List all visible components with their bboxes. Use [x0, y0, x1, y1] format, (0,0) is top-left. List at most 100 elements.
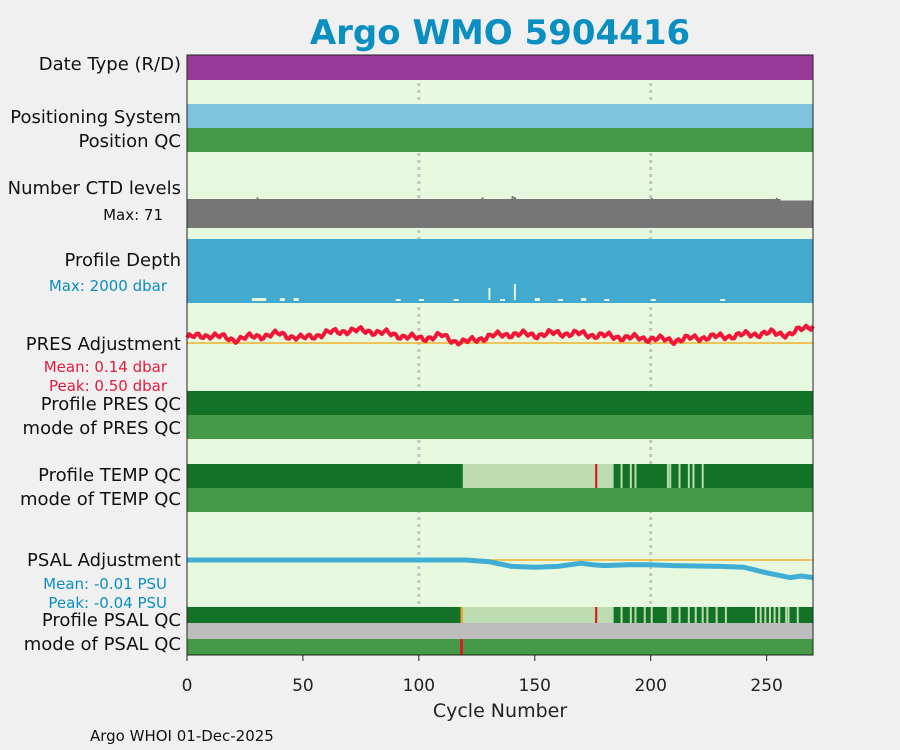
- x-tick-label: 150: [519, 676, 551, 696]
- depth-shallow-profile: [513, 284, 516, 300]
- qc-flag-tick: [643, 607, 646, 623]
- qc-flag-tick: [620, 607, 623, 623]
- qc-flag-tick: [755, 607, 758, 623]
- depth-notch: [261, 298, 267, 301]
- label-depth: Profile Depth: [64, 250, 181, 271]
- profile-depth-area: [187, 239, 813, 303]
- depth-band: [187, 239, 813, 300]
- ctd-level-dip: [780, 199, 813, 201]
- ctd-level-spike: [511, 196, 514, 199]
- qc-flag-tick: [764, 607, 767, 623]
- qc-flag-tick: [629, 464, 632, 488]
- qc-flag-tick: [778, 607, 781, 623]
- x-tick-label: 250: [750, 676, 782, 696]
- label-position-qc: Position QC: [78, 131, 181, 152]
- depth-notch: [604, 299, 610, 301]
- depth-notch: [500, 299, 505, 301]
- label-ctd-max: Max: 71: [103, 206, 163, 224]
- ctd-level-spike: [256, 197, 259, 199]
- depth-notch: [650, 299, 656, 301]
- qc-segment-light: [597, 464, 614, 488]
- depth-notch: [720, 299, 726, 301]
- qc-flag-tick: [634, 607, 637, 623]
- qc-flag-tick: [666, 607, 669, 623]
- qc-flag-tick: [678, 464, 681, 488]
- qc-flag-tick: [701, 607, 704, 623]
- x-axis-ticks: 0 50 100 150 200 250: [182, 655, 783, 696]
- depth-band-edge: [187, 300, 813, 303]
- label-pres-mode: mode of PRES QC: [23, 418, 181, 439]
- qc-flag-tick: [650, 607, 653, 623]
- depth-notch: [557, 299, 563, 301]
- date-type-band: [187, 55, 813, 80]
- qc-segment-dark: [187, 464, 463, 488]
- qc-flag-tick: [634, 464, 637, 488]
- qc-flag-tick: [629, 607, 632, 623]
- label-depth-max: Max: 2000 dbar: [49, 277, 168, 295]
- label-pres-peak: Peak: 0.50 dbar: [49, 377, 168, 395]
- ctd-level-spike: [513, 197, 516, 199]
- qc-flag-tick: [706, 607, 709, 623]
- qc-segment-red: [595, 464, 598, 488]
- qc-segment-light: [462, 464, 596, 488]
- qc-flag-tick: [669, 607, 672, 623]
- qc-flag-tick: [687, 464, 690, 488]
- qc-flag-tick: [687, 607, 690, 623]
- temp-mode-band: [187, 488, 813, 512]
- label-pres-adj: PRES Adjustment: [26, 334, 181, 355]
- qc-flag-tick: [768, 607, 771, 623]
- label-psal-mean: Mean: -0.01 PSU: [43, 575, 167, 593]
- psal-gray-band: [187, 623, 813, 639]
- qc-flag-tick: [694, 607, 697, 623]
- positioning-band: [187, 104, 813, 128]
- footer-credit: Argo WHOI 01-Dec-2025: [90, 727, 274, 745]
- label-pres-qc: Profile PRES QC: [41, 394, 181, 415]
- pres-adjustment-line: [185, 323, 815, 347]
- label-date-type: Date Type (R/D): [39, 54, 181, 75]
- qc-flag-tick: [796, 607, 799, 623]
- qc-flag-tick: [787, 607, 790, 623]
- qc-flag-tick: [701, 464, 704, 488]
- depth-notch: [293, 298, 299, 301]
- qc-segment-light: [462, 607, 596, 623]
- x-axis-label: Cycle Number: [433, 700, 567, 722]
- ctd-levels-area: [187, 196, 813, 228]
- depth-notch: [279, 298, 285, 301]
- label-ctd: Number CTD levels: [8, 178, 181, 199]
- qc-flag-tick: [669, 464, 672, 488]
- ctd-level-spike: [481, 197, 484, 199]
- psal-mode-red-tick: [460, 639, 463, 655]
- qc-flag-tick: [773, 607, 776, 623]
- label-psal-mode: mode of PSAL QC: [24, 634, 181, 655]
- label-pres-mean: Mean: 0.14 dbar: [44, 358, 168, 376]
- x-tick-label: 200: [634, 676, 666, 696]
- qc-flag-tick: [785, 607, 788, 623]
- position-qc-band: [187, 128, 813, 152]
- qc-flag-tick: [724, 607, 727, 623]
- pres-qc-band: [187, 391, 813, 415]
- depth-notch: [453, 299, 459, 301]
- depth-notch: [251, 298, 257, 301]
- label-psal-qc: Profile PSAL QC: [42, 610, 181, 631]
- ctd-level-band: [187, 199, 813, 228]
- label-temp-qc: Profile TEMP QC: [38, 465, 181, 486]
- qc-segment-red: [595, 607, 598, 623]
- label-psal-peak: Peak: -0.04 PSU: [48, 594, 167, 612]
- depth-notch: [256, 298, 262, 301]
- qc-flag-tick: [692, 464, 695, 488]
- qc-segment-dark: [613, 607, 813, 623]
- psal-qc-band: [187, 607, 813, 623]
- psal-adjustment-line: [187, 557, 814, 581]
- qc-segment-dark: [613, 464, 813, 488]
- temp-qc-band: [187, 464, 813, 488]
- plot-background: [187, 55, 813, 655]
- qc-segment-light: [597, 607, 614, 623]
- x-tick-label: 50: [292, 676, 314, 696]
- depth-notch: [418, 299, 424, 301]
- depth-notch: [395, 299, 401, 301]
- depth-notch: [581, 298, 587, 301]
- label-temp-mode: mode of TEMP QC: [20, 489, 181, 510]
- psal-mode-band: [187, 639, 813, 655]
